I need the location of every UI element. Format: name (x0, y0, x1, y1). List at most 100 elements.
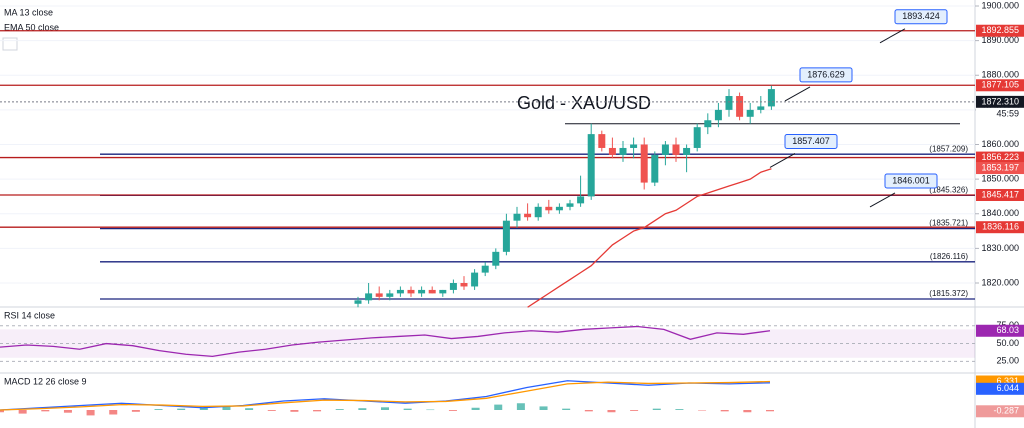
candle-body (630, 144, 638, 148)
macd-histogram-bar (539, 406, 548, 410)
ema-line (527, 168, 772, 308)
candle-body (714, 109, 722, 121)
axis-tag-box (976, 162, 1024, 175)
macd-histogram-bar (381, 407, 389, 410)
macd-histogram-bar (584, 410, 593, 412)
macd-histogram-bar (154, 409, 163, 410)
macd-histogram-bar (177, 408, 186, 410)
candle-body (651, 154, 659, 183)
level-tag: 1892.855 (981, 25, 1019, 35)
y-tick-label: 1860.000 (981, 139, 1019, 149)
candle-body (513, 213, 521, 221)
candle-body (683, 147, 691, 155)
macd-histogram-bar (652, 408, 661, 410)
level-tag-box (976, 188, 1024, 201)
countdown: 45:59 (996, 108, 1019, 118)
candle-body (767, 89, 775, 107)
callout-leader (879, 28, 906, 44)
y-tick-label: 1830.000 (981, 243, 1019, 253)
macd-histogram-bar (698, 410, 707, 411)
macd-histogram-bar (86, 410, 95, 416)
signal-line (0, 380, 771, 411)
candle-body (545, 206, 553, 211)
callout-label: 1857.407 (792, 136, 830, 146)
rsi-tick-label: 25.00 (996, 356, 1019, 366)
candle-body (439, 289, 447, 294)
candle-body (407, 289, 415, 294)
callout-label: 1893.424 (902, 11, 940, 21)
level-label: (1815.372) (929, 289, 968, 298)
candle-body (693, 127, 701, 148)
candle-body (396, 289, 404, 294)
candle-body (619, 147, 627, 155)
macd-histogram-bar (290, 410, 299, 412)
macd-tag: 6.331 (996, 376, 1019, 386)
rsi-tag: 68.03 (996, 325, 1019, 335)
macd-histogram-bar (131, 410, 140, 412)
macd-histogram-bar (471, 407, 480, 410)
chart-title: Gold - XAU/USD (517, 93, 651, 113)
candle-body (555, 206, 563, 211)
candle-body (502, 220, 510, 252)
level-tag: 1845.417 (981, 189, 1019, 199)
candle-body (672, 144, 680, 155)
rsi-tag-box (976, 324, 1024, 337)
candle-body (428, 289, 436, 294)
macd-histogram-bar (267, 410, 276, 411)
candle-body (375, 293, 383, 297)
level-tag: 1877.105 (981, 80, 1019, 90)
macd-histogram-bar (766, 410, 774, 412)
callout-leader (784, 86, 811, 102)
y-tick-label: 1890.000 (981, 35, 1019, 45)
macd-histogram-bar (720, 410, 729, 412)
callout-label: 1876.629 (807, 69, 845, 79)
level-label: (1845.326) (929, 185, 968, 194)
candle-body (481, 265, 489, 273)
candle-body (365, 293, 373, 301)
level-label: (1826.116) (930, 252, 968, 261)
macd-line (0, 380, 771, 411)
macd-tag-box (976, 405, 1024, 418)
macd-histogram-bar (403, 408, 412, 410)
rsi-tick-label: 50.00 (996, 338, 1019, 348)
candle-body (354, 300, 362, 304)
candle-body (640, 144, 648, 183)
candle-body (577, 196, 585, 204)
level-tag: 1836.116 (982, 222, 1019, 232)
countdown-box (976, 107, 1024, 120)
y-tick-label: 1840.000 (981, 208, 1019, 218)
macd-histogram-bar (222, 406, 231, 410)
candle-body (449, 283, 457, 290)
callout-box (884, 173, 938, 189)
y-tick-label: 1820.000 (981, 277, 1019, 287)
candle-body (524, 213, 532, 218)
candle-body (566, 203, 574, 207)
macd-histogram-bar (448, 410, 457, 411)
candle-body (587, 134, 595, 197)
collapse-button[interactable] (2, 37, 18, 51)
candle-body (534, 206, 542, 218)
level-label: (1835.721) (929, 219, 968, 228)
y-tick-label: 1900.000 (981, 0, 1019, 10)
callout-box (784, 133, 838, 149)
macd-histogram-bar (630, 410, 639, 411)
axis-tag: 1872.310 (981, 96, 1019, 106)
level-tag-box (976, 24, 1024, 37)
candle-body (598, 134, 606, 148)
level-tag-box (976, 221, 1024, 234)
macd-histogram-bar (63, 410, 72, 413)
level-tag: 1856.223 (981, 152, 1019, 162)
macd-tag-box (976, 382, 1024, 395)
candle-body (418, 289, 426, 294)
macd-histogram-bar (426, 409, 435, 411)
macd-tag: 6.044 (996, 383, 1019, 393)
callout-label: 1846.001 (892, 175, 930, 185)
macd-histogram-bar (41, 410, 50, 412)
axis-tag-box (976, 95, 1024, 108)
candle-body (746, 109, 754, 117)
macd-histogram-bar (0, 410, 4, 413)
candle-body (736, 96, 744, 117)
macd-histogram-bar (18, 410, 27, 414)
indicator-label: MA 13 close (4, 7, 53, 17)
